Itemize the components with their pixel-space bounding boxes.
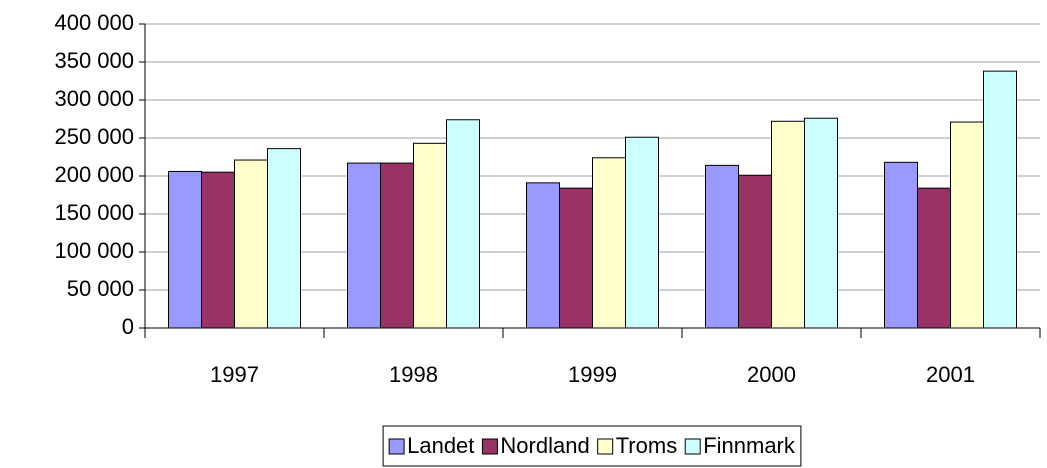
legend-swatch: [481, 438, 498, 455]
x-tick-label: 1997: [210, 362, 259, 387]
legend: [382, 425, 802, 467]
bar: [380, 162, 414, 329]
bar: [201, 171, 235, 329]
legend-swatch: [597, 438, 614, 455]
bar: [559, 187, 593, 329]
bar: [804, 117, 838, 329]
y-tick-label: 400 000: [54, 10, 134, 35]
bar: [917, 187, 951, 329]
bar: [884, 161, 918, 329]
y-tick-label: 0: [122, 314, 134, 339]
y-tick-label: 50 000: [67, 276, 134, 301]
bar: [705, 164, 739, 329]
bar: [950, 121, 984, 329]
bar: [771, 120, 805, 329]
legend-label: Troms: [616, 433, 678, 458]
bar: [526, 182, 560, 329]
bar: [234, 159, 268, 329]
bar: [983, 70, 1017, 329]
legend-label: Landet: [407, 433, 474, 458]
y-tick-label: 150 000: [54, 200, 134, 225]
x-tick-label: 1999: [568, 362, 617, 387]
legend-swatch: [388, 438, 405, 455]
bar: [413, 142, 447, 329]
bar: [168, 170, 202, 329]
y-tick-label: 250 000: [54, 124, 134, 149]
bar: [738, 174, 772, 329]
x-tick-label: 2000: [747, 362, 796, 387]
y-tick-label: 200 000: [54, 162, 134, 187]
bar: [347, 162, 381, 329]
y-tick-label: 300 000: [54, 86, 134, 111]
x-tick-label: 1998: [389, 362, 438, 387]
bar: [625, 136, 659, 329]
bar: [592, 157, 626, 329]
y-tick-label: 100 000: [54, 238, 134, 263]
x-tick-label: 2001: [926, 362, 975, 387]
legend-label: Nordland: [500, 433, 589, 458]
bar: [446, 119, 480, 329]
bar: [267, 148, 301, 329]
y-tick-label: 350 000: [54, 48, 134, 73]
legend-label: Finnmark: [703, 433, 796, 458]
legend-swatch: [684, 438, 701, 455]
